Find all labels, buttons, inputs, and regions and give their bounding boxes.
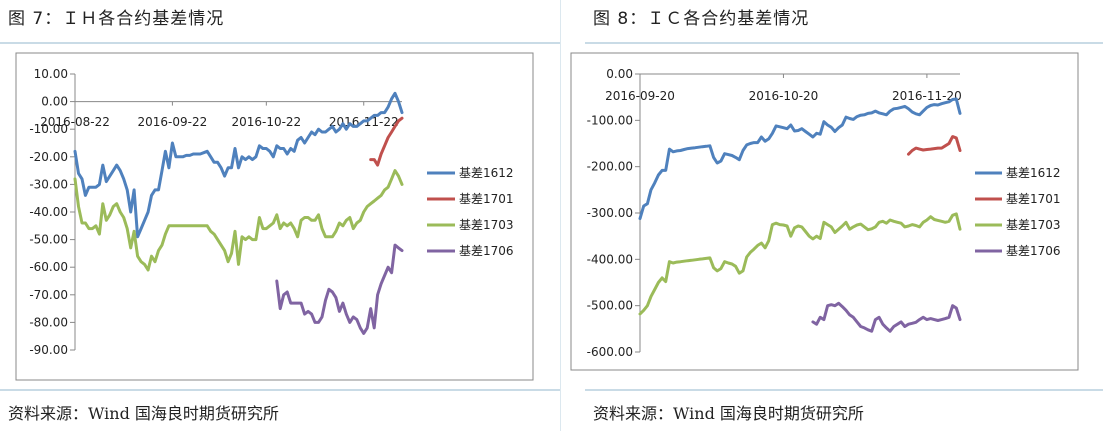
y-tick-label: -400.00 bbox=[587, 252, 633, 266]
legend-label: 基差1703 bbox=[1006, 218, 1061, 232]
x-tick-label: 2016-09-22 bbox=[138, 115, 208, 129]
legend-label: 基差1703 bbox=[459, 218, 514, 232]
figure-title-left: 图 7：ＩＨ各合约基差情况 bbox=[8, 9, 225, 29]
figure-panel-left: 图 7：ＩＨ各合约基差情况 10.00 0.00 -10.00 -20.00 -30.0… bbox=[0, 9, 560, 423]
figure-panel-right: 图 8：ＩＣ各合约基差情况 0.00 -100.00 -200.00 -300.00 -… bbox=[570, 0, 1103, 431]
series-line-基差1703 bbox=[73, 169, 404, 272]
source-note-left: 资料来源：Wind 国海良时期货研究所 bbox=[8, 404, 279, 423]
y-tick-label: -40.00 bbox=[29, 205, 68, 219]
title-rule-right bbox=[585, 42, 1103, 44]
y-tick-label: -60.00 bbox=[29, 260, 68, 274]
series-line-基差1701 bbox=[369, 116, 404, 167]
chart-ic-basis: 0.00 -100.00 -200.00 -300.00 -400.00 -500.00 -… bbox=[570, 52, 1079, 371]
series-line-基差1612 bbox=[73, 91, 404, 239]
legend-label: 基差1701 bbox=[1006, 192, 1061, 206]
x-tick-label: 2016-11-20 bbox=[892, 89, 962, 103]
chart-ih-basis: 10.00 0.00 -10.00 -20.00 -30.00 -40.00 -50.00 -… bbox=[15, 52, 534, 381]
source-rule-left bbox=[0, 389, 560, 391]
legend-label: 基差1706 bbox=[1006, 244, 1061, 258]
legend-label: 基差1612 bbox=[1006, 166, 1061, 180]
x-tick-label: 2016-10-20 bbox=[749, 89, 819, 103]
series-line-基差1612 bbox=[638, 97, 962, 221]
y-tick-label: -30.00 bbox=[29, 177, 68, 191]
y-tick-label: -10.00 bbox=[29, 122, 68, 136]
y-tick-label: -500.00 bbox=[587, 299, 633, 313]
y-tick-label: -70.00 bbox=[29, 288, 68, 302]
y-tick-label: 10.00 bbox=[34, 67, 68, 81]
source-rule-right bbox=[585, 389, 1103, 391]
y-tick-label: -200.00 bbox=[587, 160, 633, 174]
figure-title-right: 图 8：ＩＣ各合约基差情况 bbox=[593, 9, 810, 29]
series-line-基差1706 bbox=[275, 243, 404, 335]
x-tick-label: 2016-10-22 bbox=[231, 115, 301, 129]
series-line-基差1706 bbox=[811, 301, 962, 333]
y-tick-label: -300.00 bbox=[587, 206, 633, 220]
legend-label: 基差1612 bbox=[459, 166, 514, 180]
y-tick-label: -90.00 bbox=[29, 343, 68, 357]
series-line-基差1703 bbox=[638, 212, 962, 316]
series-line-基差1701 bbox=[907, 135, 962, 156]
y-tick-label: -100.00 bbox=[587, 113, 633, 127]
y-tick-label: 0.00 bbox=[41, 95, 68, 109]
x-tick-label: 2016-08-22 bbox=[40, 115, 110, 129]
title-rule-left bbox=[0, 42, 560, 44]
legend-label: 基差1701 bbox=[459, 192, 514, 206]
x-tick-label: 2016-09-20 bbox=[605, 89, 675, 103]
legend-label: 基差1706 bbox=[459, 244, 514, 258]
y-tick-label: -600.00 bbox=[587, 345, 633, 359]
source-note-right: 资料来源：Wind 国海良时期货研究所 bbox=[593, 404, 864, 423]
y-tick-label: -20.00 bbox=[29, 150, 68, 164]
panel-divider bbox=[560, 0, 561, 431]
y-tick-label: -50.00 bbox=[29, 233, 68, 247]
y-tick-label: 0.00 bbox=[606, 67, 633, 81]
y-tick-label: -80.00 bbox=[29, 315, 68, 329]
